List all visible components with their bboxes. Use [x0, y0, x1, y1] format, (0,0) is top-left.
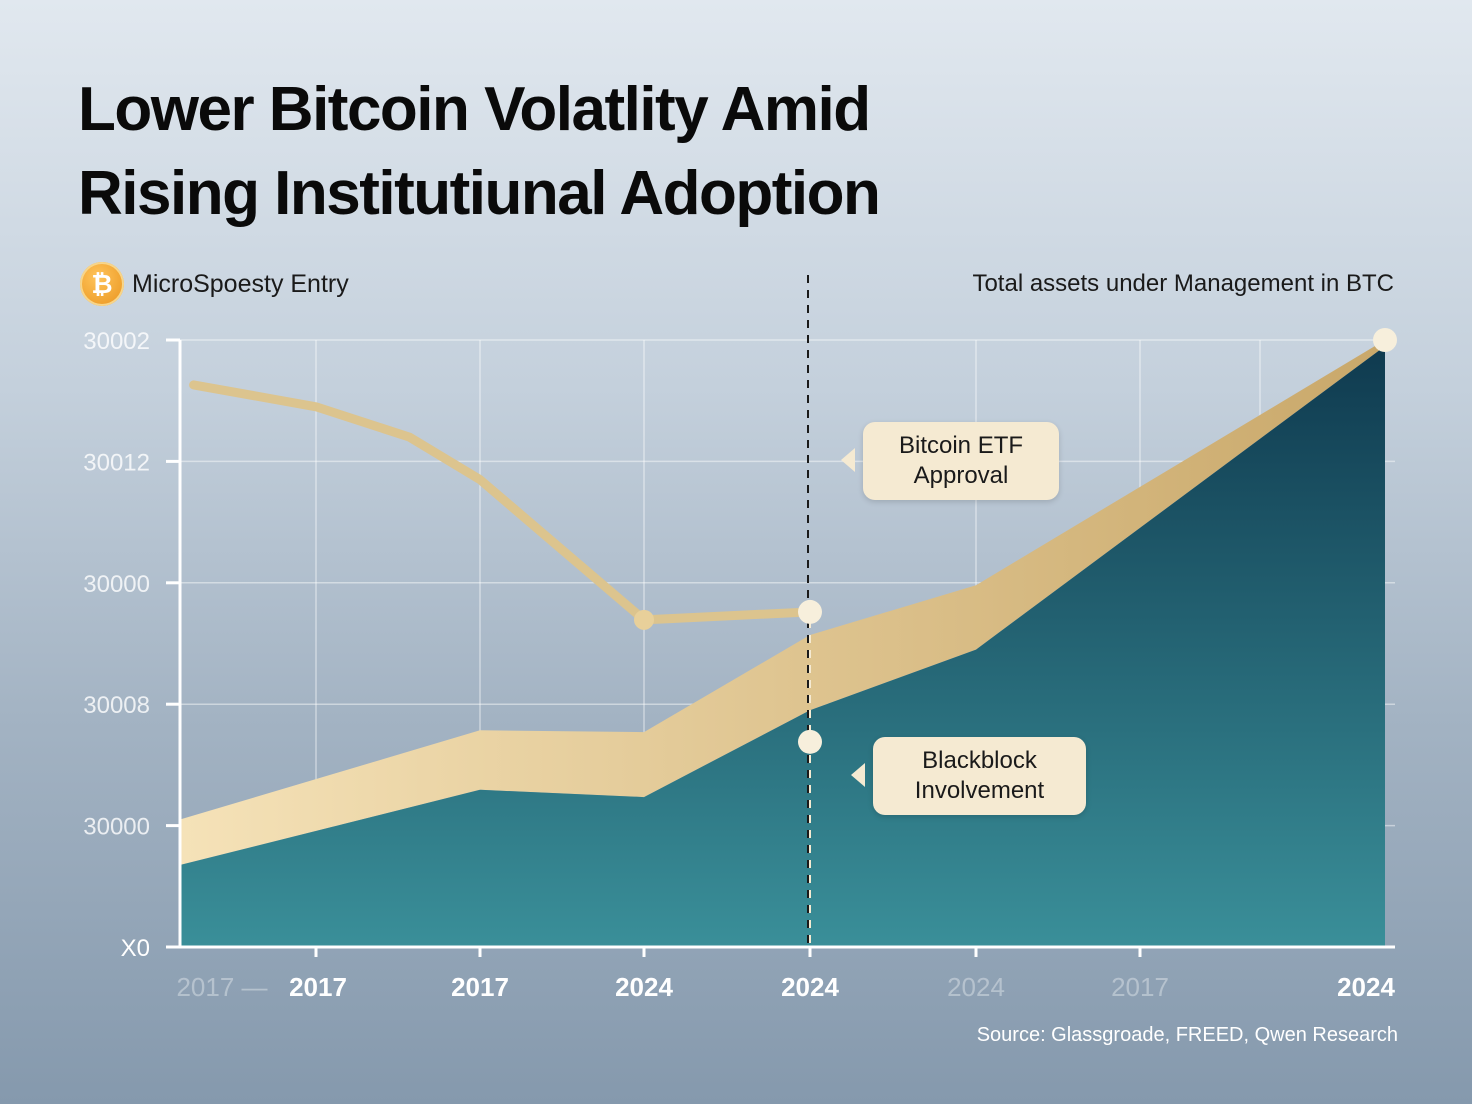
volatility-line	[189, 380, 815, 625]
x-tick-label: 2024	[615, 972, 673, 1002]
band-area	[180, 340, 1385, 866]
bitcoin-icon: ₿	[80, 262, 124, 306]
x-tick-label: 2017	[451, 972, 509, 1002]
source-note: Source: Glassgroade, FREED, Qwen Researc…	[976, 1024, 1398, 1046]
marker-point	[798, 599, 822, 624]
x-tick-label: 2017 —	[176, 972, 267, 1002]
y-tick-label: X0	[121, 935, 150, 962]
legend-left: ₿ MicroSpoesty Entry	[80, 262, 349, 306]
chart-title: Lower Bitcoin Volatlity Amid Rising Inst…	[78, 75, 881, 228]
aum-area	[180, 346, 1385, 947]
legend-right-label: Total assets under Management in BTC	[972, 270, 1394, 297]
y-tick-label: 30000	[83, 571, 150, 598]
annotation-etf: Bitcoin ETF Approval	[841, 422, 1059, 500]
x-tick-label: 2017	[1111, 972, 1169, 1002]
legend-left-label: MicroSpoesty Entry	[132, 269, 349, 298]
x-tick-label: 2024	[947, 972, 1005, 1002]
annotation-blackblock: Blackblock Involvement	[851, 737, 1086, 815]
marker-point	[1373, 328, 1397, 352]
y-tick-label: 30008	[83, 692, 150, 719]
y-tick-label: 30002	[83, 328, 150, 355]
x-tick-label: 2017	[289, 972, 347, 1002]
x-tick-label: 2024	[781, 972, 839, 1002]
volatility-point	[634, 609, 654, 630]
y-tick-label: 30000	[83, 814, 150, 841]
x-tick-label: 2024	[1337, 972, 1395, 1002]
marker-point	[798, 729, 822, 754]
y-tick-label: 30012	[83, 449, 150, 476]
